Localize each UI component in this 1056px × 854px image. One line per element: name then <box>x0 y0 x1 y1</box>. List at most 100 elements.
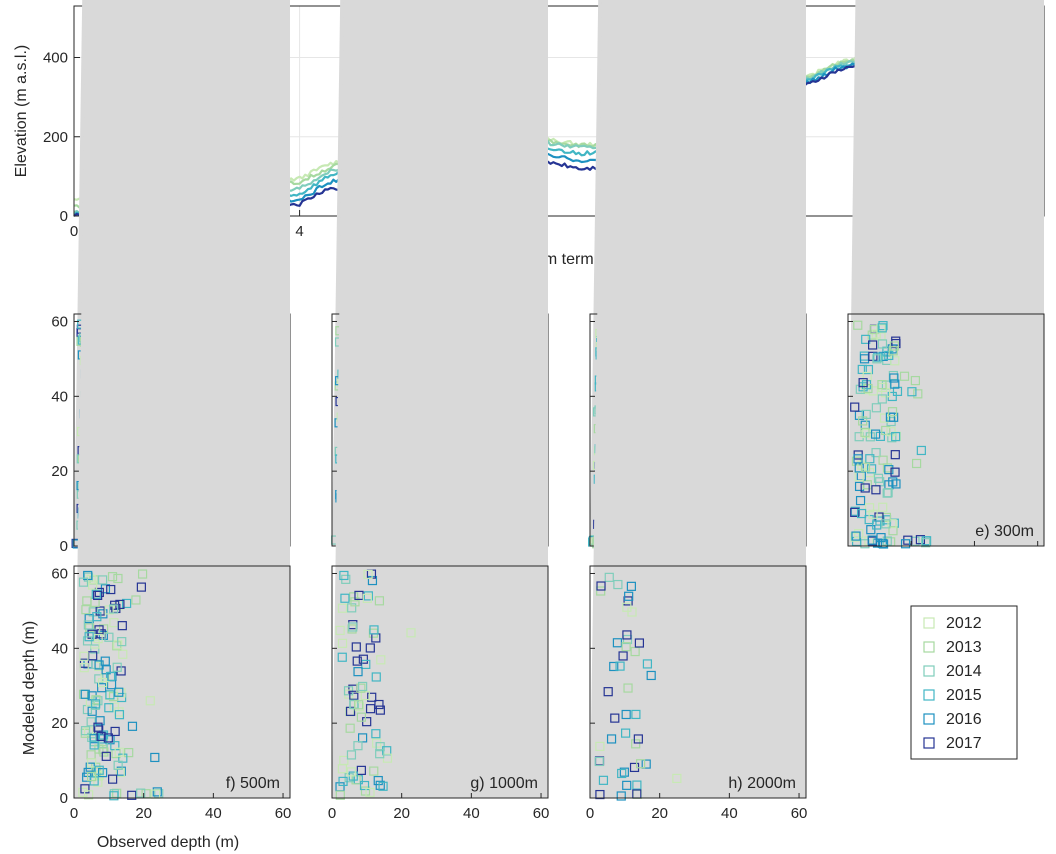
data-marker <box>337 603 348 613</box>
data-marker <box>876 324 886 334</box>
data-marker <box>358 681 368 692</box>
scatter-axes-box <box>331 565 549 799</box>
data-marker <box>899 371 910 381</box>
data-marker <box>910 375 920 386</box>
shaded-region <box>848 0 1044 546</box>
data-marker <box>115 767 125 778</box>
data-marker <box>348 622 358 632</box>
data-marker <box>854 410 865 420</box>
scatter-panel-label: g) 1000m <box>470 775 538 792</box>
data-marker <box>853 320 863 330</box>
scatter-axes-box <box>847 313 1045 547</box>
data-marker <box>93 634 103 644</box>
data-marker <box>335 790 345 800</box>
data-marker <box>631 739 641 749</box>
data-marker <box>337 764 348 774</box>
data-marker <box>851 531 861 541</box>
data-marker <box>907 387 917 397</box>
data-marker <box>595 741 605 751</box>
data-marker <box>890 450 900 460</box>
scatter-x-tick-label: 0 <box>328 805 336 822</box>
data-marker <box>97 575 108 585</box>
data-marker <box>596 586 606 596</box>
shaded-region <box>74 0 290 798</box>
data-marker <box>375 780 385 790</box>
data-marker <box>363 591 373 601</box>
data-marker <box>365 787 375 798</box>
scatter-x-tick-label: 40 <box>463 805 480 822</box>
data-marker <box>860 427 870 437</box>
data-marker <box>879 413 890 423</box>
data-marker <box>609 661 619 672</box>
data-marker <box>604 572 614 582</box>
data-marker <box>636 759 646 769</box>
data-marker <box>100 656 110 666</box>
data-marker <box>113 573 123 584</box>
data-marker <box>357 733 368 743</box>
data-marker <box>105 671 116 682</box>
data-marker <box>871 485 881 495</box>
data-marker <box>91 699 101 709</box>
data-marker <box>878 382 888 393</box>
data-marker <box>873 473 884 483</box>
data-marker <box>91 589 101 599</box>
data-marker <box>369 625 379 635</box>
legend-marker-2012 <box>923 617 935 629</box>
data-marker <box>346 767 356 777</box>
data-marker <box>150 752 160 763</box>
data-marker <box>114 687 124 697</box>
data-marker <box>94 765 104 775</box>
data-marker <box>891 338 901 349</box>
data-marker <box>877 323 887 333</box>
data-marker <box>884 465 894 475</box>
scatter-axes-box <box>73 565 291 799</box>
data-marker <box>878 502 888 512</box>
scatter-y-axis-label: Modeled depth (m) <box>21 621 38 755</box>
data-marker <box>887 407 898 417</box>
legend-marker-2016 <box>923 713 935 725</box>
data-marker <box>911 458 922 469</box>
data-marker <box>375 749 385 759</box>
data-marker <box>121 598 132 609</box>
data-marker <box>623 683 633 693</box>
scatter-x-tick-label: 60 <box>275 805 292 822</box>
profile-y-tick-label: 400 <box>43 50 68 67</box>
data-marker <box>359 780 370 791</box>
legend-label-2013: 2013 <box>946 639 982 656</box>
data-marker <box>97 683 107 693</box>
shaded-region <box>332 0 548 798</box>
data-marker <box>596 581 606 591</box>
data-marker <box>872 520 882 530</box>
legend-label-2015: 2015 <box>946 687 982 704</box>
data-marker <box>93 696 103 706</box>
profile-y-tick-label: 0 <box>60 208 68 225</box>
scatter-panels: 0204060b) unbinnedc) 50md) 150me) 300m02… <box>51 0 1045 822</box>
data-marker <box>921 538 931 548</box>
data-marker <box>349 592 359 602</box>
data-marker <box>338 776 348 786</box>
data-marker <box>97 677 108 688</box>
scatter-panel-label: e) 300m <box>975 523 1034 540</box>
data-marker <box>631 709 641 720</box>
data-marker <box>78 577 89 587</box>
data-marker <box>623 596 633 606</box>
data-marker <box>109 604 119 614</box>
scatter-panel-label: h) 2000m <box>728 775 796 792</box>
data-marker <box>627 607 637 617</box>
data-marker <box>622 602 632 612</box>
data-marker <box>622 780 632 790</box>
data-marker <box>861 334 871 344</box>
data-marker <box>378 781 388 791</box>
data-marker <box>850 402 860 412</box>
data-marker <box>374 699 384 710</box>
data-marker <box>860 483 870 493</box>
data-marker <box>89 734 99 744</box>
data-marker <box>646 670 656 681</box>
data-marker <box>84 632 94 642</box>
data-marker <box>86 717 96 727</box>
data-marker <box>888 346 898 356</box>
data-marker <box>853 454 863 464</box>
data-marker <box>890 379 900 389</box>
data-marker <box>633 734 643 744</box>
data-marker <box>108 774 118 784</box>
